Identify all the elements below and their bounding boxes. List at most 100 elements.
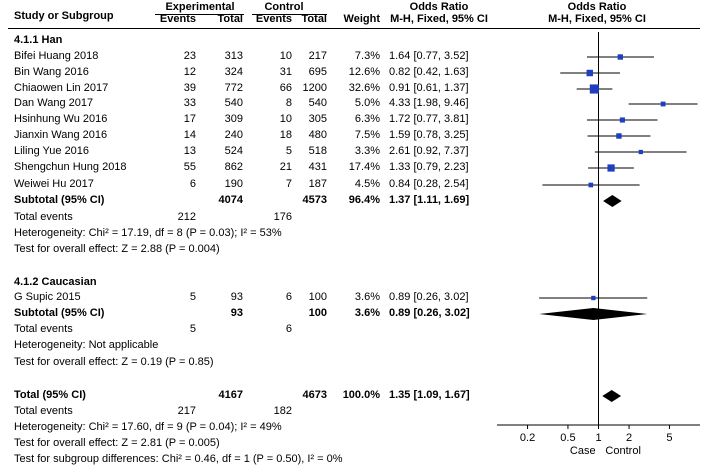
x-axis-tick-label: 5: [666, 432, 672, 444]
exp-events-cell: 39: [183, 82, 196, 94]
total-events-ctl: 182: [273, 405, 292, 417]
study-point-marker: [619, 117, 625, 123]
col-header-experimental: Experimental: [165, 1, 235, 13]
study-name: Jianxin Wang 2016: [14, 129, 108, 141]
col-header-exp-events: Events: [159, 13, 196, 25]
study-point-marker: [586, 69, 593, 77]
subtotal-exp-total: 4074: [218, 194, 243, 206]
total-events-label: Total events: [14, 323, 73, 335]
subtotal-exp-total: 93: [230, 307, 243, 319]
study-name: G Supic 2015: [14, 291, 81, 303]
header-rule: [8, 28, 700, 29]
study-name: Shengchun Hung 2018: [14, 161, 127, 173]
weight-cell: 5.0%: [354, 97, 380, 109]
summary-diamond: [602, 390, 622, 402]
ctl-events-cell: 21: [279, 161, 292, 173]
total-events-exp: 217: [177, 405, 196, 417]
ctl-events-cell: 6: [285, 291, 292, 303]
subtotal-label: Subtotal (95% CI): [14, 194, 105, 206]
ci-cell: 0.89 [0.26, 3.02]: [389, 291, 469, 303]
col-header-control: Control: [264, 1, 304, 13]
study-point-marker: [617, 54, 623, 60]
ci-cell: 2.61 [0.92, 7.37]: [389, 145, 469, 157]
exp-total-cell: 524: [224, 145, 243, 157]
ctl-events-cell: 18: [279, 129, 292, 141]
x-axis-tick-label: 0.5: [560, 432, 575, 444]
col-header-study: Study or Subgroup: [14, 10, 114, 22]
total-ctl-total: 4673: [302, 389, 327, 401]
ctl-total-cell: 305: [308, 113, 327, 125]
col-header-ctl-total: Total: [301, 13, 327, 25]
total-events-ctl: 6: [285, 323, 292, 335]
ctl-events-cell: 8: [285, 97, 292, 109]
total-ci: 1.35 [1.09, 1.67]: [389, 389, 470, 401]
col-header-exp-total: Total: [217, 13, 243, 25]
exp-total-cell: 772: [224, 82, 243, 94]
study-point-marker: [589, 84, 599, 94]
weight-cell: 6.3%: [354, 113, 380, 125]
ctl-total-cell: 431: [308, 161, 327, 173]
weight-cell: 32.6%: [348, 82, 380, 94]
exp-events-cell: 23: [183, 50, 196, 62]
ci-cell: 1.59 [0.78, 3.25]: [389, 129, 469, 141]
col-header-odds-ratio: Odds Ratio: [409, 1, 469, 13]
exp-events-cell: 12: [183, 66, 196, 78]
exp-events-cell: 13: [183, 145, 196, 157]
ci-cell: 1.33 [0.79, 2.23]: [389, 161, 469, 173]
study-name: Liling Yue 2016: [14, 145, 90, 157]
weight-cell: 4.5%: [354, 178, 380, 190]
exp-total-cell: 93: [230, 291, 243, 303]
exp-total-cell: 540: [224, 97, 243, 109]
overall-effect-text: Test for overall effect: Z = 2.88 (P = 0…: [14, 243, 220, 255]
exp-total-cell: 862: [224, 161, 243, 173]
heterogeneity-text: Heterogeneity: Not applicable: [14, 339, 159, 351]
x-axis-tick-label: 0.2: [520, 432, 535, 444]
ctl-total-cell: 217: [308, 50, 327, 62]
x-axis-tick-label: 1: [595, 432, 601, 444]
x-axis-tick-label: 2: [626, 432, 632, 444]
study-name: Bifei Huang 2018: [14, 50, 99, 62]
exp-events-cell: 14: [183, 129, 196, 141]
ctl-total-cell: 100: [308, 291, 327, 303]
summary-diamond: [603, 195, 622, 207]
plot-header-odds-ratio: Odds Ratio: [567, 1, 627, 13]
ci-cell: 0.91 [0.61, 1.37]: [389, 82, 469, 94]
overall-effect-text: Test for overall effect: Z = 0.19 (P = 0…: [14, 356, 214, 368]
heterogeneity-text: Heterogeneity: Chi² = 17.19, df = 8 (P =…: [14, 227, 282, 239]
subgroup-differences-text: Test for subgroup differences: Chi² = 0.…: [14, 453, 343, 465]
exp-events-cell: 5: [189, 291, 196, 303]
subtotal-label: Subtotal (95% CI): [14, 307, 105, 319]
subtotal-ci: 1.37 [1.11, 1.69]: [389, 194, 470, 206]
exp-events-cell: 17: [183, 113, 196, 125]
overall-effect-text: Test for overall effect: Z = 2.81 (P = 0…: [14, 437, 220, 449]
summary-diamond: [539, 308, 648, 320]
exp-events-cell: 33: [183, 97, 196, 109]
plot-header-method: M-H, Fixed, 95% CI: [548, 13, 646, 25]
total-events-label: Total events: [14, 211, 73, 223]
subtotal-ctl-total: 4573: [302, 194, 327, 206]
weight-cell: 12.6%: [348, 66, 380, 78]
study-point-marker: [616, 133, 622, 139]
exp-total-cell: 240: [224, 129, 243, 141]
total-label: Total (95% CI): [14, 389, 86, 401]
total-events-label: Total events: [14, 405, 73, 417]
x-axis-label-favours-control: Control: [605, 445, 640, 457]
weight-cell: 17.4%: [348, 161, 380, 173]
ctl-total-cell: 187: [308, 178, 327, 190]
ctl-events-cell: 5: [285, 145, 292, 157]
study-point-marker: [588, 182, 594, 188]
col-header-weight: Weight: [343, 13, 380, 25]
exp-total-cell: 190: [224, 178, 243, 190]
col-header-ctl-events: Events: [255, 13, 292, 25]
study-name: Weiwei Hu 2017: [14, 178, 94, 190]
exp-total-cell: 324: [224, 66, 243, 78]
ctl-total-cell: 480: [308, 129, 327, 141]
weight-cell: 7.3%: [354, 50, 380, 62]
study-point-marker: [660, 101, 666, 107]
weight-cell: 3.6%: [354, 291, 380, 303]
total-events-ctl: 176: [273, 211, 292, 223]
ci-cell: 1.64 [0.77, 3.52]: [389, 50, 469, 62]
study-name: Chiaowen Lin 2017: [14, 82, 109, 94]
ctl-events-cell: 7: [285, 178, 292, 190]
